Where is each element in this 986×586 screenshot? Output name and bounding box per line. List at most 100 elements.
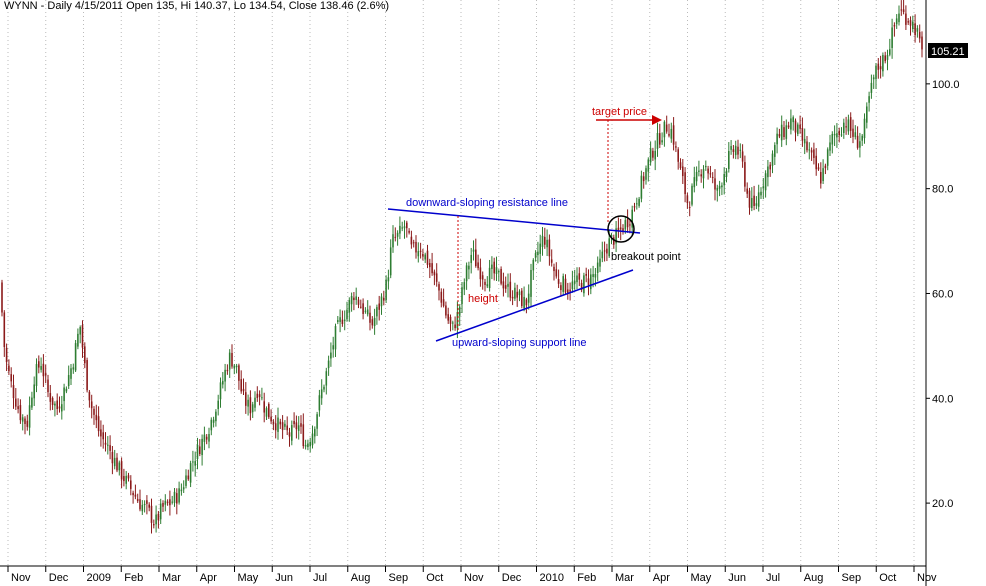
candle-body <box>116 457 118 471</box>
candle-body <box>472 249 475 252</box>
support-line <box>435 269 634 342</box>
x-tick-label: Dec <box>502 572 522 584</box>
candle-body <box>744 162 746 187</box>
candle-body <box>180 489 183 492</box>
candle-body <box>679 162 682 169</box>
candle-body <box>797 124 799 134</box>
candle-body <box>504 285 507 289</box>
candle-body <box>51 398 54 406</box>
candle-body <box>28 405 31 428</box>
candle-body <box>516 291 518 298</box>
candle-body <box>442 299 445 306</box>
candle-body <box>454 324 456 329</box>
candle-body <box>270 416 272 422</box>
candle-body <box>721 185 723 188</box>
candle-body <box>8 365 10 372</box>
candle-body <box>31 397 33 408</box>
candle-body <box>127 475 130 479</box>
candle-body <box>35 364 38 386</box>
candle-body <box>728 150 730 170</box>
candle-body <box>898 13 900 23</box>
candle-body <box>426 250 429 265</box>
candle-body <box>378 303 380 310</box>
candle-body <box>725 170 728 177</box>
candle-body <box>360 306 362 308</box>
x-tick-label: Oct <box>879 572 896 584</box>
candle-body <box>576 275 578 283</box>
candle-body <box>120 461 123 480</box>
candle-body <box>107 444 109 446</box>
candle-body <box>723 174 725 186</box>
candle-body <box>268 403 270 418</box>
candle-body <box>447 314 449 321</box>
candle-body <box>693 177 696 188</box>
target-price-arrowhead <box>652 115 662 125</box>
candle-body <box>514 287 516 299</box>
last-price-tag <box>928 43 968 58</box>
candle-body <box>594 273 597 278</box>
candle-body <box>776 133 778 145</box>
candle-body <box>49 393 52 402</box>
candle-body <box>741 151 744 162</box>
candle-body <box>884 55 886 62</box>
candle-body <box>63 387 65 402</box>
candle-body <box>208 434 210 442</box>
x-tick-label: Nov <box>11 572 31 584</box>
candle-body <box>153 524 155 526</box>
y-tick-label: 100.0 <box>932 79 960 91</box>
last-price-label: 105.21 <box>931 46 965 58</box>
candle-body <box>417 251 420 257</box>
candle-body <box>573 280 576 284</box>
candle-body <box>247 399 249 407</box>
candle-body <box>564 278 567 293</box>
candle-body <box>205 436 208 440</box>
candle-body <box>309 441 311 447</box>
candle-body <box>792 117 794 123</box>
candle-body <box>889 49 891 55</box>
candle-body <box>886 54 889 60</box>
candle-body <box>357 299 360 305</box>
candle-body <box>778 134 781 137</box>
candle-body <box>254 397 256 408</box>
x-tick-label: 2009 <box>87 572 111 584</box>
candle-body <box>291 425 293 441</box>
candle-body <box>863 118 866 139</box>
x-tick-label: Jun <box>275 572 293 584</box>
candle-body <box>84 346 86 364</box>
x-tick-label: Nov <box>464 572 484 584</box>
candle-body <box>265 408 268 417</box>
candle-body <box>774 145 776 157</box>
candle-body <box>215 411 217 422</box>
x-tick-label: Jun <box>728 572 746 584</box>
candle-body <box>343 319 346 322</box>
candle-body <box>314 428 316 437</box>
candle-body <box>567 289 569 294</box>
candle-body <box>640 175 643 199</box>
candle-body <box>143 504 146 506</box>
candle-body <box>159 503 162 520</box>
candle-body <box>369 312 371 323</box>
candle-body <box>905 13 907 25</box>
candle-body <box>824 165 827 169</box>
candle-body <box>77 333 79 347</box>
plot-background <box>0 0 926 566</box>
candle-body <box>300 423 302 427</box>
candle-body <box>231 353 233 367</box>
candle-body <box>748 190 751 208</box>
candle-body <box>61 404 63 412</box>
candle-body <box>714 178 716 190</box>
candle-body <box>702 169 705 179</box>
candle-body <box>130 480 132 489</box>
candle-body <box>19 405 22 421</box>
candle-body <box>3 312 6 348</box>
candle-body <box>445 305 447 316</box>
candle-body <box>17 406 19 410</box>
candle-body <box>585 273 587 276</box>
candle-body <box>307 443 309 448</box>
candle-body <box>544 236 546 245</box>
candle-body <box>711 176 714 178</box>
candle-body <box>433 271 436 276</box>
candle-body <box>288 432 291 437</box>
candle-body <box>435 273 438 282</box>
